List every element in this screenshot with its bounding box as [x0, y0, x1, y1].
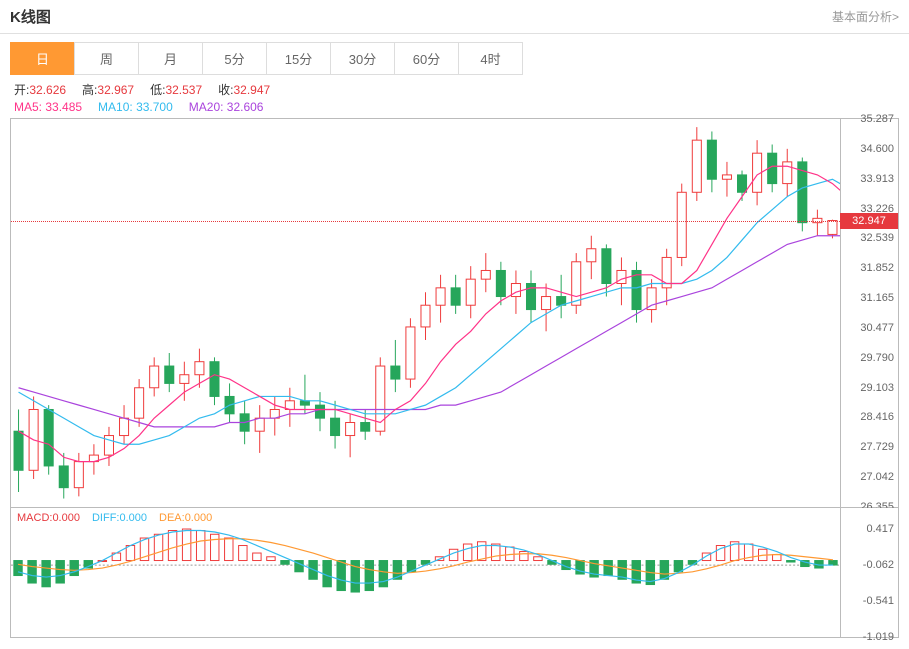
ma20-label: MA20: 32.606 — [189, 100, 264, 114]
tab-4时[interactable]: 4时 — [458, 42, 523, 75]
open-label: 开: — [14, 83, 29, 97]
tab-5分[interactable]: 5分 — [202, 42, 267, 75]
timeframe-tabs: 日周月5分15分30分60分4时 — [0, 34, 909, 75]
close-value: 32.947 — [233, 83, 270, 97]
dea-value: DEA:0.000 — [159, 512, 212, 524]
page-title: K线图 — [10, 6, 832, 27]
open-value: 32.626 — [29, 83, 66, 97]
ohlc-row: 开:32.626 高:32.967 低:32.537 收:32.947 — [0, 75, 909, 100]
high-label: 高: — [82, 83, 97, 97]
macd-labels: MACD:0.000 DIFF:0.000 DEA:0.000 — [17, 512, 212, 524]
price-badge: 32.947 — [840, 213, 898, 229]
tab-月[interactable]: 月 — [138, 42, 203, 75]
tab-60分[interactable]: 60分 — [394, 42, 459, 75]
tab-日[interactable]: 日 — [10, 42, 75, 75]
price-axis: 35.28734.60033.91333.22632.53931.85231.1… — [840, 119, 898, 507]
high-value: 32.967 — [97, 83, 134, 97]
tab-周[interactable]: 周 — [74, 42, 139, 75]
ma-row: MA5: 33.485 MA10: 33.700 MA20: 32.606 — [0, 100, 909, 118]
close-label: 收: — [218, 83, 233, 97]
low-label: 低: — [150, 83, 165, 97]
macd-value: MACD:0.000 — [17, 512, 80, 524]
price-line — [11, 221, 840, 222]
low-value: 32.537 — [165, 83, 202, 97]
candlestick-chart[interactable]: 35.28734.60033.91333.22632.53931.85231.1… — [10, 118, 899, 508]
ma10-label: MA10: 33.700 — [98, 100, 173, 114]
diff-value: DIFF:0.000 — [92, 512, 147, 524]
macd-chart[interactable]: MACD:0.000 DIFF:0.000 DEA:0.000 0.417-0.… — [10, 508, 899, 638]
tab-15分[interactable]: 15分 — [266, 42, 331, 75]
macd-axis: 0.417-0.062-0.541-1.019 — [840, 508, 898, 637]
ma5-label: MA5: 33.485 — [14, 100, 82, 114]
fundamental-link[interactable]: 基本面分析> — [832, 8, 899, 25]
tab-30分[interactable]: 30分 — [330, 42, 395, 75]
